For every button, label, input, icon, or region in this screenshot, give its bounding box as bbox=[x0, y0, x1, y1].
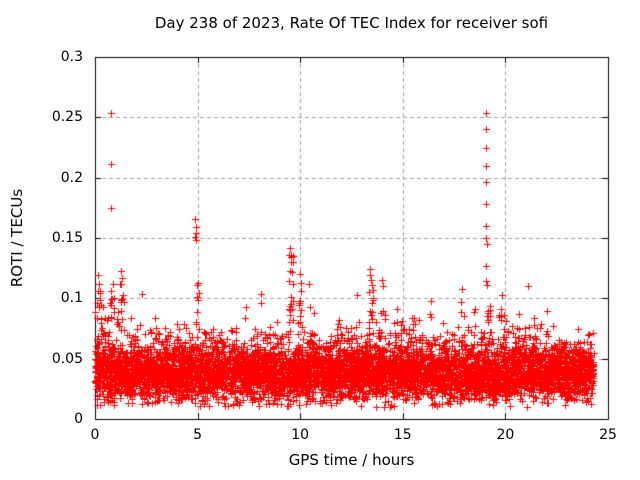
y-tick-label: 0.05 bbox=[51, 350, 83, 367]
x-tick-label: 15 bbox=[393, 427, 412, 443]
y-tick-label: 0.2 bbox=[60, 169, 83, 186]
x-axis-title: GPS time / hours bbox=[288, 451, 415, 469]
chart-title: Day 238 of 2023, Rate Of TEC Index for r… bbox=[154, 14, 549, 32]
y-tick-label: 0.3 bbox=[60, 49, 83, 65]
y-tick-label: 0 bbox=[74, 411, 83, 427]
x-tick-label: 5 bbox=[193, 427, 203, 443]
y-tick-label: 0.1 bbox=[60, 290, 83, 307]
y-axis-title: ROTI / TECUs bbox=[8, 188, 26, 288]
y-tick-label: 0.25 bbox=[51, 109, 83, 126]
y-tick-label: 0.15 bbox=[51, 230, 83, 246]
x-tick-label: 0 bbox=[90, 427, 100, 443]
x-tick-label: 25 bbox=[599, 427, 617, 443]
x-tick-label: 20 bbox=[496, 427, 515, 443]
x-tick-label: 10 bbox=[291, 427, 310, 443]
